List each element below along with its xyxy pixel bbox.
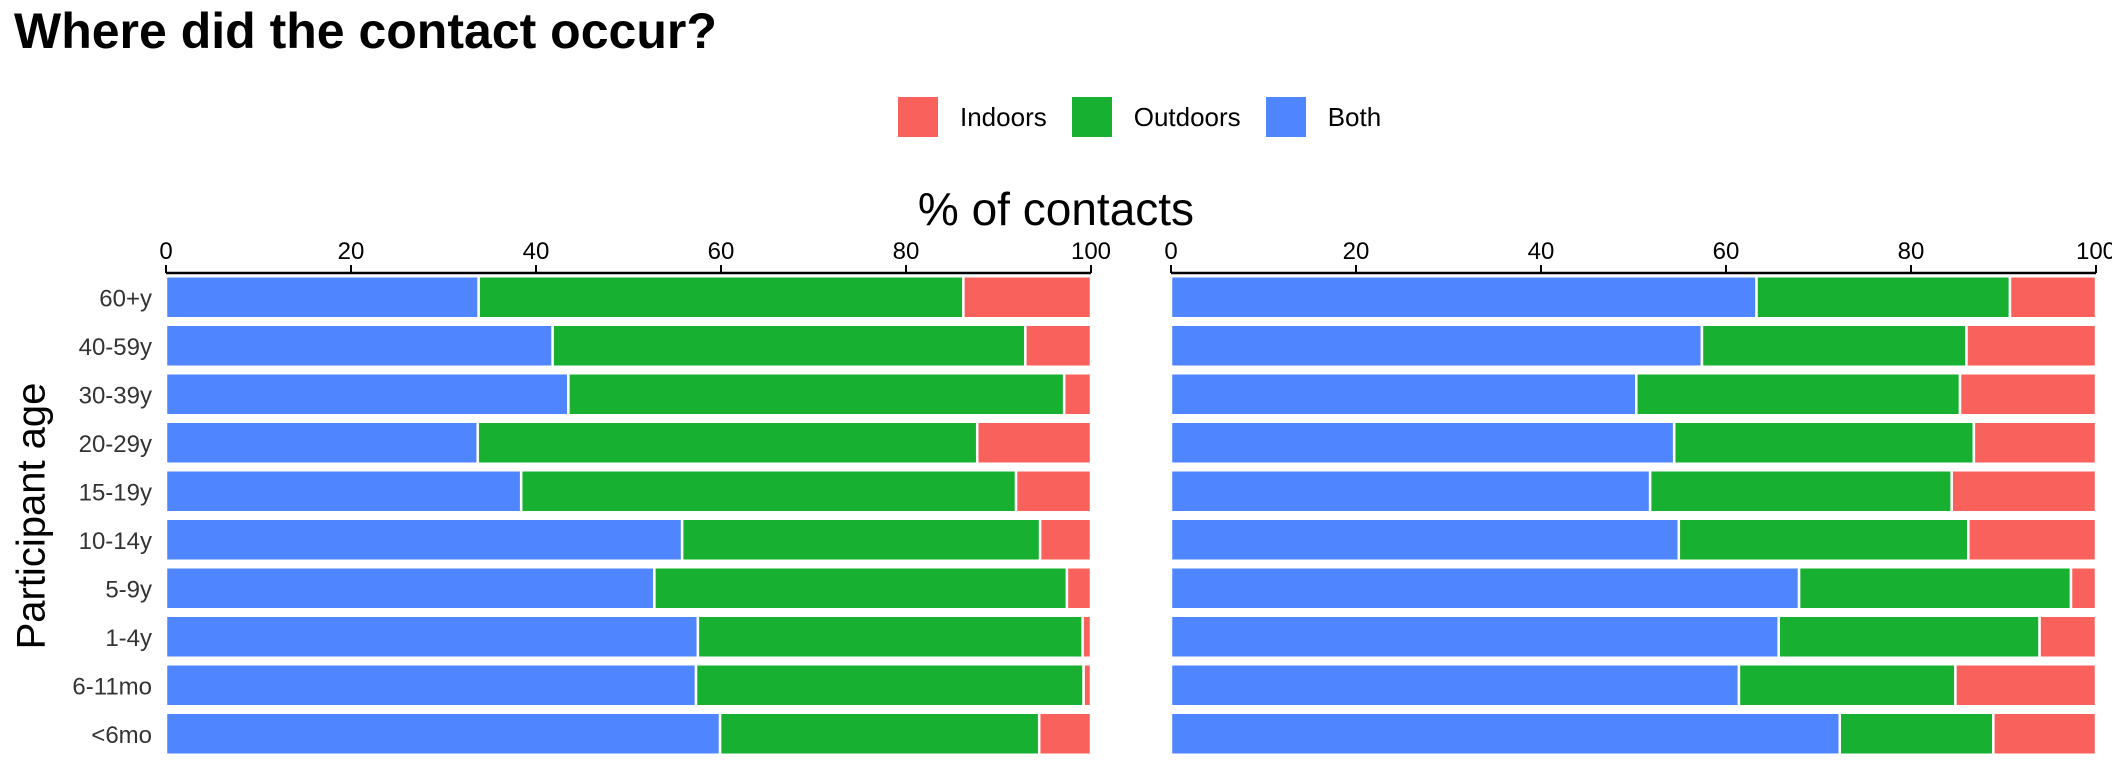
bar-panel-1-60-y-outdoors	[477, 275, 965, 320]
bar-panel-1-15-19y-outdoors	[519, 469, 1018, 514]
bar-panel-1-6-11mo-indoors	[1082, 663, 1093, 708]
bar-panel-2-20-29y-indoors	[1972, 420, 2098, 465]
x-tick-label-panel-1-0: 0	[159, 238, 172, 265]
x-tick-label-panel-2-4: 80	[1898, 238, 1925, 265]
bar-panel-2-6-11mo-indoors	[1954, 663, 2098, 708]
bar-panel-1-40-59y-indoors	[1024, 323, 1093, 368]
bar-panel-2-40-59y-indoors	[1965, 323, 2098, 368]
bar-panel-2-10-14y-outdoors	[1677, 517, 1970, 562]
bar-panel-2-30-39y-both	[1169, 372, 1638, 417]
bar-panel-1-20-29y-indoors	[975, 420, 1093, 465]
bar-panel-1-40-59y-both	[164, 323, 554, 368]
x-tick-label-panel-2-3: 60	[1713, 238, 1740, 265]
bar-panel-1-40-59y-outdoors	[551, 323, 1027, 368]
bar-panel-1-30-39y-indoors	[1062, 372, 1093, 417]
bar-panel-2-6mo-both	[1169, 711, 1842, 756]
y-tick-label-15-19y: 15-19y	[79, 479, 152, 506]
x-tick-label-panel-2-2: 40	[1528, 238, 1555, 265]
y-tick-label-6-11mo: 6-11mo	[72, 673, 152, 700]
bar-panel-2-5-9y-indoors	[2069, 566, 2098, 611]
legend-label-indoors: Indoors	[960, 101, 1047, 132]
bar-panel-2-5-9y-both	[1169, 566, 1801, 611]
bar-panel-2-10-14y-both	[1169, 517, 1681, 562]
y-tick-label-1-4y: 1-4y	[105, 625, 152, 652]
x-axis-title: % of contacts	[917, 183, 1195, 235]
bar-panel-2-15-19y-both	[1169, 469, 1652, 514]
bar-panel-1-6mo-both	[164, 711, 722, 756]
bar-panel-1-20-29y-outdoors	[476, 420, 979, 465]
bar-panel-1-10-14y-both	[164, 517, 684, 562]
bar-panel-2-40-59y-both	[1169, 323, 1704, 368]
legend-swatch-indoors	[898, 97, 938, 137]
x-tick-label-panel-2-5: 100	[2076, 238, 2112, 265]
bar-panel-1-5-9y-indoors	[1065, 566, 1093, 611]
bar-panel-1-60-y-both	[164, 275, 480, 320]
bar-panel-1-15-19y-both	[164, 469, 523, 514]
bar-panel-2-15-19y-outdoors	[1648, 469, 1953, 514]
bar-panel-2-40-59y-outdoors	[1700, 323, 1968, 368]
x-tick-label-panel-1-4: 80	[893, 238, 920, 265]
bar-panel-2-20-29y-outdoors	[1672, 420, 1976, 465]
legend-item-indoors: Indoors	[898, 97, 1047, 137]
bar-panel-1-30-39y-both	[164, 372, 570, 417]
x-tick-label-panel-1-3: 60	[708, 238, 735, 265]
bar-panel-1-6mo-indoors	[1037, 711, 1093, 756]
bar-panel-1-60-y-indoors	[962, 275, 1093, 320]
bar-panel-2-60-y-both	[1169, 275, 1758, 320]
bar-panel-2-6-11mo-outdoors	[1737, 663, 1957, 708]
y-tick-label-6mo: <6mo	[91, 722, 152, 749]
bar-panel-1-20-29y-both	[164, 420, 479, 465]
bar-panel-2-6mo-indoors	[1992, 711, 2098, 756]
bar-panel-1-6-11mo-outdoors	[694, 663, 1085, 708]
x-tick-label-panel-1-2: 40	[523, 238, 550, 265]
bar-panel-1-15-19y-indoors	[1014, 469, 1093, 514]
bar-panel-1-6-11mo-both	[164, 663, 698, 708]
bar-panel-2-20-29y-both	[1169, 420, 1676, 465]
y-tick-label-20-29y: 20-29y	[79, 431, 152, 458]
y-tick-label-10-14y: 10-14y	[79, 528, 152, 555]
legend-swatch-both	[1265, 97, 1306, 137]
bar-panel-2-30-39y-outdoors	[1635, 372, 1962, 417]
bar-panel-1-1-4y-indoors	[1081, 614, 1093, 659]
y-tick-label-60-y: 60+y	[99, 285, 152, 312]
legend-label-both: Both	[1327, 101, 1382, 132]
bar-panel-2-30-39y-indoors	[1958, 372, 2098, 417]
bar-panel-2-10-14y-indoors	[1967, 517, 2098, 562]
chart-title: Where did the contact occur?	[14, 3, 717, 59]
bar-panel-1-1-4y-outdoors	[696, 614, 1084, 659]
bar-panel-2-6-11mo-both	[1169, 663, 1741, 708]
legend-item-outdoors: Outdoors	[1071, 97, 1241, 137]
x-tick-label-panel-2-1: 20	[1343, 238, 1370, 265]
y-tick-label-5-9y: 5-9y	[105, 576, 152, 603]
legend-swatch-outdoors	[1071, 97, 1112, 137]
bar-panel-1-10-14y-indoors	[1038, 517, 1093, 562]
bar-panel-1-10-14y-outdoors	[680, 517, 1042, 562]
bar-panel-2-1-4y-outdoors	[1777, 614, 2041, 659]
bar-panel-2-15-19y-indoors	[1950, 469, 2098, 514]
x-tick-label-panel-1-1: 20	[338, 238, 365, 265]
bar-panel-1-6mo-outdoors	[718, 711, 1041, 756]
x-tick-label-panel-1-5: 100	[1071, 238, 1111, 265]
x-tick-label-panel-2-0: 0	[1164, 238, 1177, 265]
bar-panel-2-1-4y-indoors	[2038, 614, 2098, 659]
bar-panel-2-5-9y-outdoors	[1797, 566, 2073, 611]
bar-panel-2-60-y-outdoors	[1755, 275, 2012, 320]
bar-panel-2-6mo-outdoors	[1838, 711, 1995, 756]
bar-panel-2-1-4y-both	[1169, 614, 1780, 659]
legend-item-both: Both	[1265, 97, 1382, 137]
y-tick-label-30-39y: 30-39y	[79, 382, 152, 409]
bar-panel-1-1-4y-both	[164, 614, 700, 659]
bar-panel-2-60-y-indoors	[2008, 275, 2098, 320]
legend: Indoors Outdoors Both	[898, 96, 1406, 138]
bar-panel-1-5-9y-outdoors	[653, 566, 1069, 611]
legend-label-outdoors: Outdoors	[1133, 101, 1241, 132]
bar-panel-1-30-39y-outdoors	[567, 372, 1066, 417]
bar-panel-1-5-9y-both	[164, 566, 656, 611]
y-tick-label-40-59y: 40-59y	[79, 334, 152, 361]
